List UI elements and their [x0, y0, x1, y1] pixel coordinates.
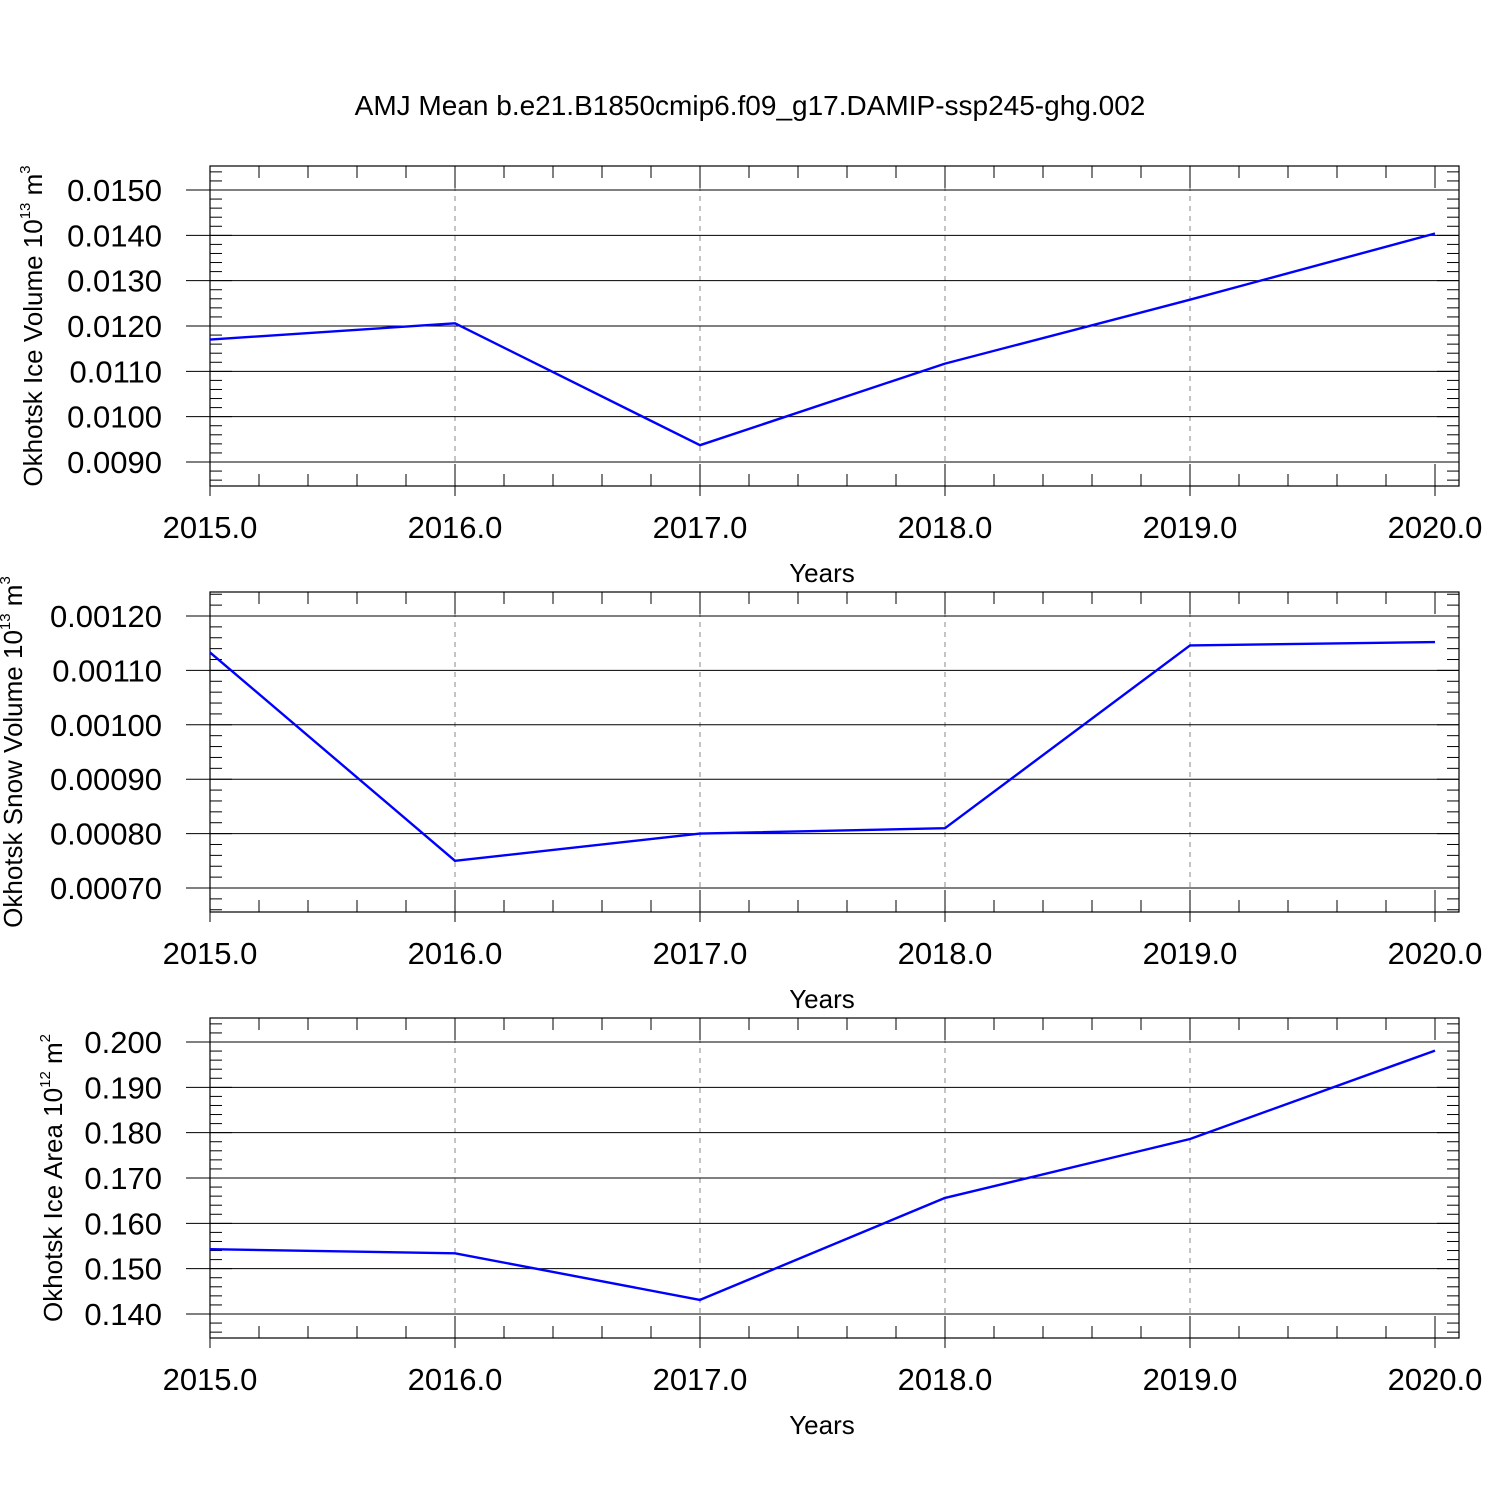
figure-title: AMJ Mean b.e21.B1850cmip6.f09_g17.DAMIP-…	[355, 90, 1146, 121]
y-tick-label: 0.0110	[69, 354, 162, 389]
y-tick-label: 0.0090	[67, 445, 162, 480]
chart-panel-ice-volume: 2015.0 2016.0 2017.0 2018.0 2019.0 2020.0 0.00…	[17, 165, 1482, 588]
y-tick-label: 0.170	[84, 1161, 162, 1196]
x-tick-label: 2018.0	[898, 1362, 993, 1397]
y-tick-label: 0.180	[84, 1116, 162, 1151]
x-tick-label: 2020.0	[1388, 1362, 1483, 1397]
x-tick-label: 2015.0	[163, 1362, 258, 1397]
plot-frame	[209, 591, 1460, 913]
x-tick-label: 2019.0	[1143, 936, 1238, 971]
x-tick-label: 2015.0	[163, 936, 258, 971]
y-tick-label: 0.0120	[67, 309, 162, 344]
y-tick-label: 0.150	[84, 1252, 162, 1287]
x-axis-label: Years	[789, 558, 855, 588]
y-tick-label: 0.00070	[50, 871, 162, 906]
x-tick-label: 2020.0	[1388, 936, 1483, 971]
series-line	[209, 1049, 1436, 1302]
x-tick-label: 2019.0	[1143, 510, 1238, 545]
y-tick-label: 0.0140	[67, 218, 162, 253]
x-tick-label: 2020.0	[1388, 510, 1483, 545]
x-axis-label: Years	[789, 1410, 855, 1440]
y-tick-label: 0.00110	[52, 653, 162, 688]
y-axis-label: Okhotsk Snow Volume 1013 m3	[0, 576, 28, 928]
y-tick-label: 0.0100	[67, 400, 162, 435]
y-tick-label: 0.140	[84, 1297, 162, 1332]
y-tick-label: 0.190	[84, 1070, 162, 1105]
x-tick-label: 2018.0	[898, 936, 993, 971]
y-tick-label: 0.0150	[67, 173, 162, 208]
series-line	[209, 640, 1436, 862]
y-axis-label: Okhotsk Ice Area 1012 m2	[37, 1034, 68, 1322]
x-tick-label: 2019.0	[1143, 1362, 1238, 1397]
x-tick-label: 2016.0	[408, 936, 503, 971]
x-tick-label: 2018.0	[898, 510, 993, 545]
chart-panel-ice-area: 2015.0 2016.0 2017.0 2018.0 2019.0 2020.0 0.14…	[37, 1017, 1483, 1440]
chart-panel-snow-volume: 2015.0 2016.0 2017.0 2018.0 2019.0 2020.0 0.00…	[0, 576, 1482, 1014]
x-tick-label: 2017.0	[653, 510, 748, 545]
x-axis-label: Years	[789, 984, 855, 1014]
y-tick-label: 0.00090	[50, 762, 162, 797]
series-line	[209, 232, 1436, 447]
y-tick-label: 0.160	[84, 1206, 162, 1241]
y-tick-label: 0.0130	[67, 264, 162, 299]
x-tick-label: 2017.0	[653, 1362, 748, 1397]
y-tick-label: 0.00100	[50, 708, 162, 743]
y-tick-label: 0.00120	[50, 599, 162, 634]
x-tick-label: 2017.0	[653, 936, 748, 971]
x-tick-label: 2015.0	[163, 510, 258, 545]
y-tick-label: 0.200	[84, 1025, 162, 1060]
x-tick-label: 2016.0	[408, 510, 503, 545]
y-axis-label: Okhotsk Ice Volume 1013 m3	[17, 165, 48, 486]
x-tick-label: 2016.0	[408, 1362, 503, 1397]
y-tick-label: 0.00080	[50, 817, 162, 852]
